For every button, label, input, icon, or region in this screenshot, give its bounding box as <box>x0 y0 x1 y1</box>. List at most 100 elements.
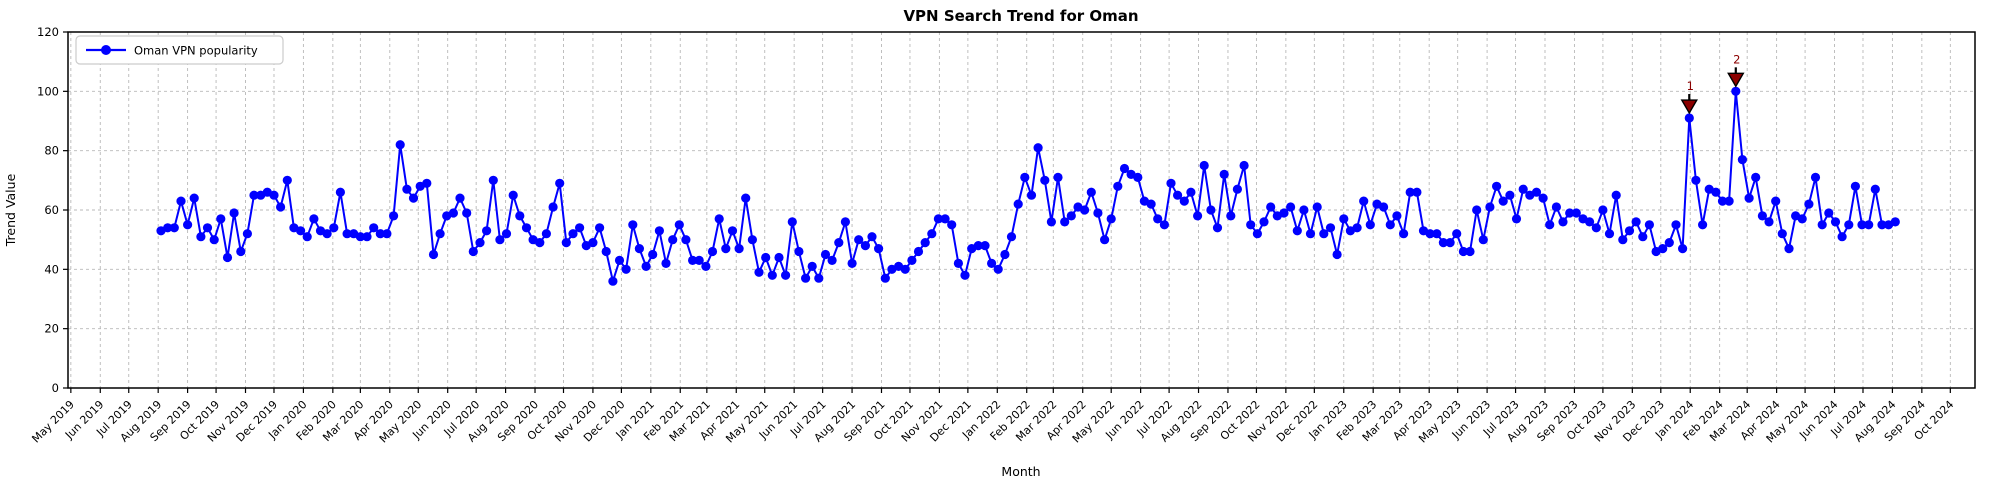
data-point <box>1698 220 1708 230</box>
data-point <box>1325 223 1336 233</box>
data-point <box>1013 199 1023 209</box>
data-point <box>1173 190 1183 200</box>
data-point <box>362 232 372 242</box>
data-point <box>1498 196 1508 206</box>
data-point <box>242 229 252 239</box>
y-tick-label: 60 <box>44 203 59 217</box>
data-point <box>422 178 432 188</box>
data-point <box>947 220 957 230</box>
data-point <box>1086 187 1096 197</box>
data-point <box>276 202 286 212</box>
data-point <box>721 244 731 254</box>
data-point <box>1113 181 1123 191</box>
data-point <box>1737 155 1747 165</box>
data-point <box>1080 205 1090 215</box>
data-point <box>468 246 478 257</box>
y-tick-label: 120 <box>37 25 59 39</box>
data-point <box>1020 172 1030 182</box>
legend-marker <box>101 45 111 55</box>
data-point <box>761 252 771 263</box>
data-point <box>1565 208 1575 218</box>
data-point <box>455 193 465 203</box>
data-point <box>1478 235 1488 245</box>
data-point <box>634 244 645 254</box>
data-point <box>1890 217 1900 227</box>
data-point <box>1591 223 1601 233</box>
data-point <box>462 208 472 218</box>
legend-label: Oman VPN popularity <box>134 44 258 58</box>
data-point <box>734 244 744 254</box>
data-point <box>1299 205 1309 215</box>
data-point <box>382 229 392 239</box>
data-point <box>1585 217 1595 227</box>
data-point <box>548 202 558 212</box>
data-point <box>1485 202 1495 212</box>
legend-box <box>75 35 284 65</box>
data-point <box>1066 211 1076 221</box>
data-point <box>1618 235 1628 245</box>
data-point <box>608 276 618 286</box>
data-point <box>309 214 319 224</box>
data-point <box>694 255 704 265</box>
data-point <box>767 270 777 280</box>
data-point <box>1305 229 1316 239</box>
data-point <box>1166 178 1176 188</box>
data-point <box>575 223 585 233</box>
data-point <box>1757 211 1767 221</box>
data-point <box>1100 235 1110 245</box>
data-point <box>216 214 226 224</box>
data-point <box>1232 184 1242 194</box>
data-point <box>1518 184 1528 194</box>
data-point <box>495 235 505 245</box>
data-point <box>561 238 571 248</box>
data-point <box>1638 232 1648 242</box>
data-point <box>169 223 179 233</box>
data-point <box>1624 226 1635 236</box>
data-point <box>801 273 811 283</box>
y-tick-label: 40 <box>44 262 59 276</box>
data-point <box>1777 229 1787 239</box>
y-tick-label: 80 <box>44 144 59 158</box>
data-point <box>222 252 233 263</box>
data-point <box>1006 232 1017 242</box>
data-point <box>1379 202 1389 212</box>
data-point <box>827 255 837 265</box>
data-point <box>515 211 525 221</box>
data-point <box>781 270 791 280</box>
data-point <box>1226 211 1236 221</box>
data-point <box>1837 232 1847 242</box>
data-point <box>408 193 419 203</box>
data-point <box>1159 220 1169 230</box>
data-point <box>987 258 997 268</box>
data-point <box>874 244 884 254</box>
data-point <box>1186 187 1196 197</box>
data-point <box>794 246 804 257</box>
data-point <box>1465 246 1475 257</box>
data-point <box>727 226 738 236</box>
data-point <box>741 193 751 203</box>
data-point <box>1771 196 1781 206</box>
data-point <box>1359 196 1369 206</box>
data-point <box>1671 220 1681 230</box>
data-point <box>1511 214 1522 224</box>
data-point <box>1664 238 1674 248</box>
data-point <box>1046 217 1056 227</box>
data-point <box>1850 181 1860 191</box>
data-point <box>189 193 199 203</box>
data-point <box>1352 223 1362 233</box>
data-point <box>1870 184 1880 194</box>
data-point <box>389 211 399 221</box>
data-point <box>1339 214 1349 224</box>
data-point <box>1684 113 1694 123</box>
data-point <box>335 187 345 197</box>
data-point <box>1405 187 1415 197</box>
data-point <box>435 229 445 239</box>
data-point <box>1751 172 1761 182</box>
data-point <box>1193 211 1203 221</box>
data-point <box>1857 220 1867 230</box>
x-axis-label: Month <box>1001 464 1040 479</box>
gridlines <box>68 31 1975 389</box>
data-point <box>508 190 518 200</box>
